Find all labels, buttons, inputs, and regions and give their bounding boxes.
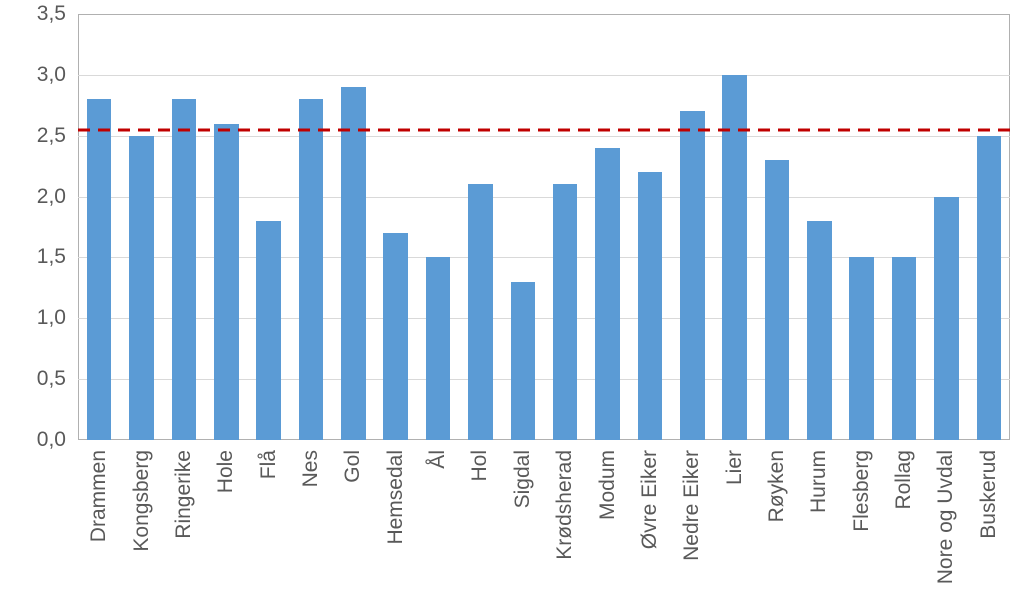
y-tick-label: 2,5 xyxy=(0,124,66,148)
y-tick-label: 0,0 xyxy=(0,428,66,452)
bar xyxy=(934,197,959,440)
bar xyxy=(807,221,832,440)
x-category-label: Ringerike xyxy=(172,450,196,539)
bar xyxy=(383,233,408,440)
bar-series xyxy=(78,14,1010,440)
bar xyxy=(553,184,578,440)
bar xyxy=(892,257,917,440)
x-axis-category-labels: DrammenKongsbergRingerikeHoleFlåNesGolHe… xyxy=(78,450,1010,451)
chart-container: 0,00,51,01,52,02,53,03,5 DrammenKongsber… xyxy=(0,0,1024,614)
x-category-label: Nedre Eiker xyxy=(680,450,704,561)
bar xyxy=(595,148,620,440)
y-tick-label: 1,5 xyxy=(0,245,66,269)
bar xyxy=(214,124,239,440)
x-category-label: Nore og Uvdal xyxy=(934,450,958,584)
x-category-label: Kongsberg xyxy=(130,450,154,552)
x-category-label: Lier xyxy=(723,450,747,485)
bar xyxy=(299,99,324,440)
bar xyxy=(468,184,493,440)
x-category-label: Flå xyxy=(257,450,281,479)
bar xyxy=(511,282,536,440)
bar xyxy=(87,99,112,440)
bar xyxy=(977,136,1002,440)
x-category-label: Hurum xyxy=(807,450,831,513)
bar xyxy=(341,87,366,440)
bar xyxy=(765,160,790,440)
y-tick-label: 3,5 xyxy=(0,2,66,26)
x-category-label: Drammen xyxy=(87,450,111,542)
x-category-label: Hole xyxy=(214,450,238,493)
bar xyxy=(638,172,663,440)
x-category-label: Øvre Eiker xyxy=(638,450,662,549)
y-tick-label: 2,0 xyxy=(0,185,66,209)
x-category-label: Rollag xyxy=(892,450,916,510)
y-tick-label: 0,5 xyxy=(0,367,66,391)
bar xyxy=(129,136,154,440)
bar xyxy=(256,221,281,440)
bar xyxy=(849,257,874,440)
bar xyxy=(172,99,197,440)
plot-area xyxy=(78,14,1010,440)
x-category-label: Nes xyxy=(299,450,323,487)
bar xyxy=(680,111,705,440)
x-category-label: Røyken xyxy=(765,450,789,522)
x-category-label: Ål xyxy=(426,450,450,469)
bar xyxy=(426,257,451,440)
x-category-label: Krødsherad xyxy=(553,450,577,560)
y-tick-label: 1,0 xyxy=(0,306,66,330)
y-tick-label: 3,0 xyxy=(0,63,66,87)
x-category-label: Hol xyxy=(468,450,492,482)
x-category-label: Gol xyxy=(341,450,365,483)
x-category-label: Sigdal xyxy=(511,450,535,508)
x-category-label: Hemsedal xyxy=(384,450,408,545)
x-category-label: Buskerud xyxy=(977,450,1001,539)
x-category-label: Modum xyxy=(596,450,620,520)
x-category-label: Flesberg xyxy=(850,450,874,532)
